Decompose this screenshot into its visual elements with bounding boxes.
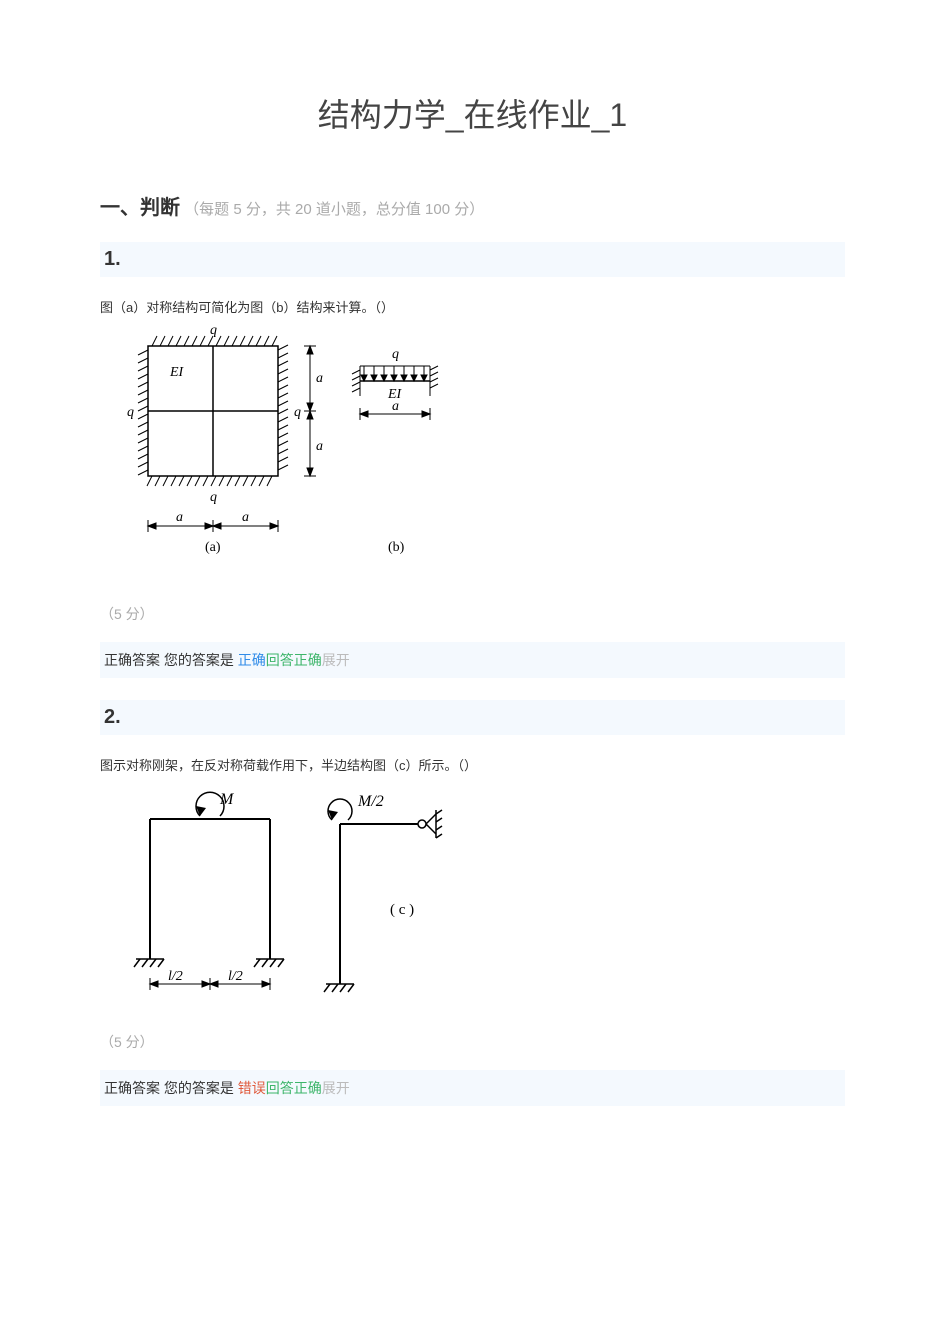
svg-text:q: q (127, 405, 134, 420)
section-info: （每题 5 分，共 20 道小题，总分值 100 分） (184, 201, 484, 218)
svg-text:EI: EI (169, 365, 185, 380)
page-title: 结构力学_在线作业_1 (100, 90, 845, 136)
answer-row: 正确答案 您的答案是 错误回答正确展开 (100, 1070, 845, 1106)
svg-text:a: a (242, 510, 249, 525)
expand-link[interactable]: 展开 (322, 652, 350, 668)
question-points: （5 分） (100, 1032, 845, 1052)
answer-given[interactable]: 错误 (238, 1080, 266, 1096)
question-text: 图（a）对称结构可简化为图（b）结构来计算。（） (100, 297, 845, 316)
question-number-bar: 1. (100, 242, 845, 277)
answer-row: 正确答案 您的答案是 正确回答正确展开 (100, 642, 845, 678)
section-header: 一、判断 （每题 5 分，共 20 道小题，总分值 100 分） (100, 191, 845, 220)
svg-text:q: q (210, 490, 217, 505)
question-number: 2. (104, 706, 121, 728)
answer-judge: 回答正确 (266, 652, 322, 668)
page: 结构力学_在线作业_1 一、判断 （每题 5 分，共 20 道小题，总分值 10… (0, 0, 945, 1337)
svg-text:a: a (392, 399, 399, 414)
svg-text:q: q (294, 405, 301, 420)
question-points: （5 分） (100, 604, 845, 624)
answer-prefix: 正确答案 您的答案是 (104, 1080, 238, 1096)
figure-2-svg: M l/2 l/2 (100, 784, 480, 1009)
svg-text:a: a (176, 510, 183, 525)
question-figure: M l/2 l/2 (100, 784, 845, 1014)
svg-text:(b): (b) (388, 540, 405, 555)
figure-1-svg: EI q q q q a a (100, 326, 460, 581)
svg-text:a: a (316, 439, 323, 454)
question-number: 1. (104, 248, 121, 270)
question-text: 图示对称刚架，在反对称荷载作用下，半边结构图（c）所示。（） (100, 755, 845, 774)
svg-text:l/2: l/2 (168, 969, 183, 984)
svg-text:q: q (210, 326, 217, 338)
svg-text:( c ): ( c ) (390, 902, 414, 918)
answer-prefix: 正确答案 您的答案是 (104, 652, 238, 668)
question-figure: EI q q q q a a (100, 326, 845, 586)
svg-text:q: q (392, 347, 399, 362)
svg-text:a: a (316, 371, 323, 386)
section-label: 一、判断 (100, 197, 180, 219)
answer-judge: 回答正确 (266, 1080, 322, 1096)
expand-link[interactable]: 展开 (322, 1080, 350, 1096)
svg-text:l/2: l/2 (228, 969, 243, 984)
svg-text:(a): (a) (205, 540, 221, 555)
question-number-bar: 2. (100, 700, 845, 735)
svg-text:M: M (219, 791, 235, 808)
answer-given[interactable]: 正确 (238, 652, 266, 668)
svg-text:M/2: M/2 (357, 793, 384, 810)
